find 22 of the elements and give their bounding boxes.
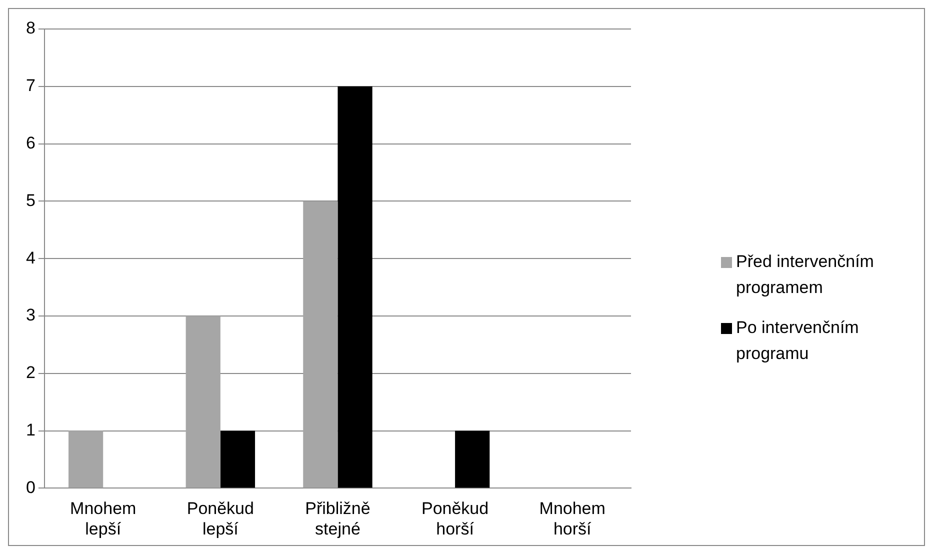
y-tick-label: 7 (26, 76, 36, 96)
y-tick-label: 2 (26, 363, 36, 382)
x-tick-label: Přibližně stejné (305, 499, 370, 538)
bar (68, 430, 104, 488)
y-tick-label: 6 (26, 133, 36, 152)
x-tick-label: Mnohem horší (539, 499, 606, 538)
y-tick-label: 3 (26, 306, 36, 325)
bar (303, 201, 338, 488)
y-tick-label: 8 (26, 18, 36, 38)
y-tick-label: 4 (26, 248, 36, 268)
x-tick-label: Poněkud horší (421, 499, 489, 538)
bar (186, 316, 220, 488)
x-tick-label: Mnohem lepší (70, 499, 136, 538)
legend-label: Po intervenčním programu (736, 317, 860, 365)
legend-label: Před intervenčním programem (736, 251, 875, 299)
bar (220, 430, 256, 488)
bar (338, 86, 372, 488)
bar (455, 430, 490, 488)
x-tick-label: Poněkud lepší (186, 499, 254, 538)
y-tick-label: 0 (26, 478, 36, 497)
y-tick-label: 5 (26, 190, 36, 210)
y-tick-label: 1 (26, 420, 36, 440)
